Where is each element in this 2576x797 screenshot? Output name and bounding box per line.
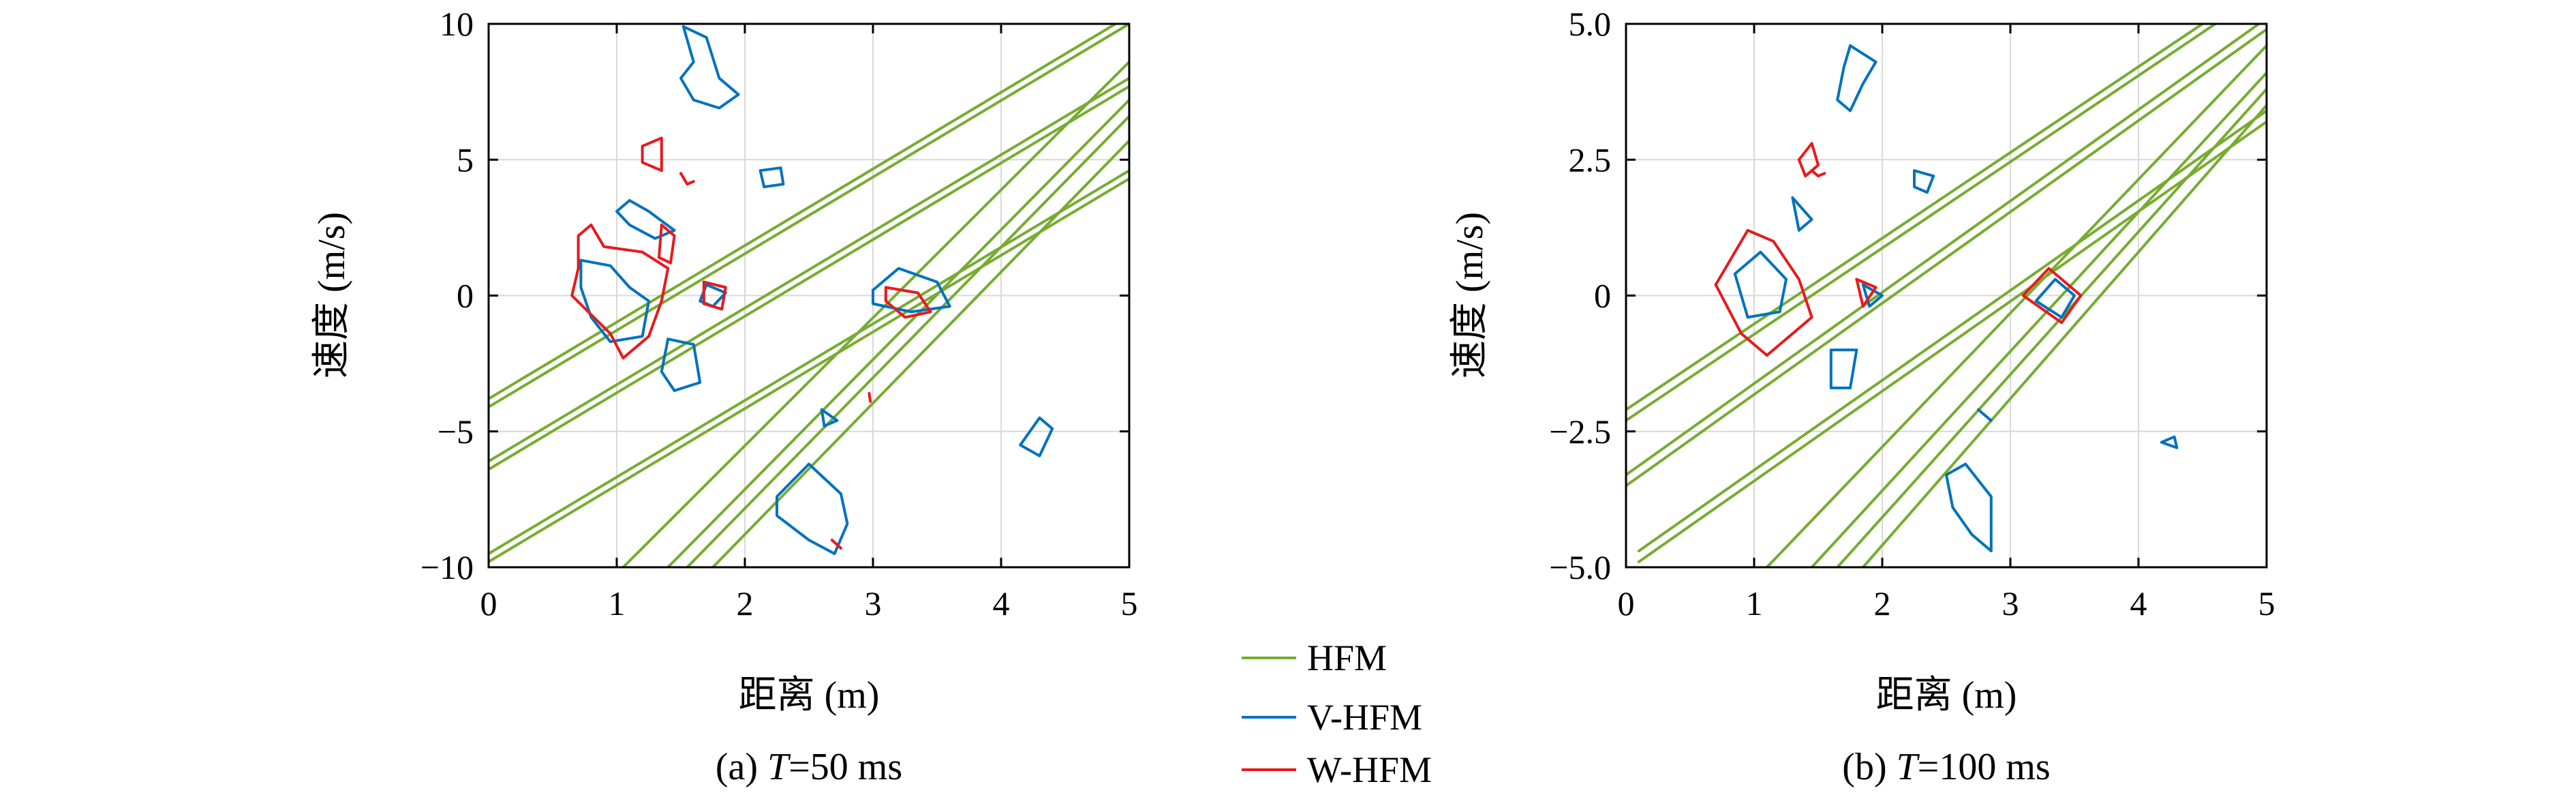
chart-a-hfm-line-5: [489, 169, 1129, 556]
chart-a-w-hfm-contour-22: [570, 223, 670, 360]
chart-a-caption-value: =50 ms: [788, 746, 902, 788]
chart-a-ylabel: 速度 (m/s): [311, 212, 353, 378]
chart-a-plot-area: [489, 24, 1129, 567]
chart-a-v-hfm-contour-12: [615, 199, 676, 240]
chart-b-ytick-label-2: 0: [1594, 277, 1611, 315]
chart-b-w-hfm-contour-21: [1810, 169, 1826, 178]
chart-a-hfm-line-4: [489, 177, 1129, 563]
chart-a-ytick-label-4: 10: [440, 5, 474, 43]
chart-b-v-hfm-contour-13: [1733, 250, 1788, 319]
chart-a-xtick-label-0: 0: [480, 584, 497, 622]
legend-label-v-hfm: V-HFM: [1307, 697, 1422, 738]
chart-b-xtick-label-0: 0: [1618, 584, 1635, 622]
chart-b-ytick-label-1: −2.5: [1549, 412, 1611, 451]
chart-b-ylabel: 速度 (m/s): [1449, 212, 1491, 378]
chart-a: 速度 (m/s) 距离 (m) (a) T=50 ms 0 1 2 3 4 5 −10 −5 0…: [311, 5, 1138, 788]
chart-a-v-hfm-contour-17: [820, 408, 839, 427]
chart-b-hfm-line-7: [1810, 71, 2267, 567]
chart-a-w-hfm-contour-23: [658, 223, 676, 265]
chart-b-hfm-line-1: [1626, 24, 2204, 411]
chart-a-w-hfm-contour-24: [702, 280, 727, 311]
chart-a-v-hfm-contour-19: [1019, 416, 1054, 457]
chart-b-ytick-label-3: 2.5: [1569, 140, 1612, 179]
chart-b-hfm-line-8: [1836, 87, 2267, 567]
chart-b-v-hfm-contour-17: [1977, 408, 1993, 422]
chart-a-ytick-label-1: −5: [438, 412, 474, 451]
chart-b-w-hfm-contour-22: [1714, 228, 1813, 357]
chart-a-xtick-label-4: 4: [993, 584, 1010, 622]
chart-b-caption-value: =100 ms: [1918, 746, 2051, 788]
chart-b-hfm-line-5: [1637, 109, 2267, 553]
chart-b-hfm-line-3: [1626, 24, 2262, 477]
chart-a-hfm-line-2: [489, 85, 1129, 471]
chart-b-caption: (b) T=100 ms: [1842, 746, 2050, 788]
legend-label-hfm: HFM: [1307, 637, 1387, 678]
chart-b: 速度 (m/s) 距离 (m) (b) T=100 ms 0 1 2 3 4 5 −5.0 −…: [1449, 5, 2275, 788]
chart-b-v-hfm-contour-10: [1836, 44, 1877, 112]
chart-a-v-hfm-contour-18: [776, 462, 849, 556]
chart-b-w-hfm-contour-20: [1797, 142, 1820, 178]
chart-b-hfm-line-0: [1626, 24, 2217, 422]
chart-b-plot-area: [1626, 24, 2267, 567]
chart-a-xlabel: 距离 (m): [739, 674, 880, 717]
chart-a-w-hfm-contour-27: [868, 392, 872, 403]
chart-a-hfm-line-0: [489, 24, 1129, 408]
chart-b-hfm-line-4: [1637, 120, 2267, 563]
chart-a-ytick-label-0: −10: [420, 548, 474, 586]
chart-b-v-hfm-contour-12: [1791, 196, 1813, 232]
chart-a-hfm-line-3: [489, 76, 1129, 463]
chart-a-xtick-label-2: 2: [737, 584, 754, 622]
chart-b-hfm-line-6: [1765, 44, 2267, 567]
chart-b-v-hfm-contour-16: [2034, 277, 2076, 319]
chart-b-ytick-label-0: −5.0: [1549, 548, 1611, 586]
chart-b-ytick-label-4: 5.0: [1569, 5, 1612, 43]
legend: HFM V-HFM W-HFM: [1242, 637, 1432, 790]
chart-a-v-hfm-contour-10: [679, 25, 740, 110]
chart-b-hfm-line-9: [1861, 104, 2267, 567]
chart-a-hfm-line-7: [666, 98, 1129, 567]
chart-a-v-hfm-contour-16: [872, 267, 951, 314]
chart-b-v-hfm-contour-11: [1913, 169, 1935, 194]
chart-b-v-hfm-contour-18: [1945, 462, 1993, 553]
legend-label-w-hfm: W-HFM: [1307, 749, 1432, 790]
chart-a-hfm-line-9: [711, 139, 1129, 567]
chart-a-hfm-line-8: [686, 115, 1129, 567]
chart-b-v-hfm-contour-19: [2160, 435, 2179, 449]
chart-a-w-hfm-contour-25: [884, 286, 932, 319]
chart-a-caption-prefix: (a): [716, 746, 767, 788]
chart-b-xtick-label-3: 3: [2002, 584, 2019, 622]
chart-a-v-hfm-contour-15: [660, 337, 702, 392]
chart-b-w-hfm-contour-23: [1855, 277, 1877, 308]
chart-a-v-hfm-contour-13: [579, 258, 650, 344]
chart-b-xtick-label-2: 2: [1874, 584, 1891, 622]
chart-b-xtick-label-5: 5: [2258, 584, 2275, 622]
chart-b-hfm-line-2: [1626, 28, 2267, 487]
chart-a-caption: (a) T=50 ms: [716, 746, 902, 788]
chart-b-xlabel: 距离 (m): [1876, 674, 2017, 717]
chart-b-caption-prefix: (b): [1842, 746, 1896, 788]
chart-a-w-hfm-contour-20: [641, 136, 663, 172]
chart-b-w-hfm-contour-24: [2021, 267, 2083, 325]
chart-b-caption-var: T: [1897, 746, 1920, 788]
chart-b-v-hfm-contour-15: [1829, 348, 1858, 389]
chart-a-xtick-label-1: 1: [609, 584, 626, 622]
chart-a-hfm-line-1: [489, 24, 1118, 400]
chart-b-xtick-label-4: 4: [2130, 584, 2147, 622]
chart-a-w-hfm-contour-21: [679, 172, 695, 186]
chart-a-xtick-label-5: 5: [1121, 584, 1138, 622]
chart-a-hfm-line-6: [622, 60, 1129, 567]
chart-a-w-hfm-contour-26: [830, 539, 842, 550]
chart-a-ytick-label-2: 0: [457, 277, 474, 315]
chart-a-xtick-label-3: 3: [865, 584, 882, 622]
chart-a-v-hfm-contour-11: [758, 166, 785, 189]
chart-a-caption-var: T: [767, 746, 791, 788]
chart-b-xtick-label-1: 1: [1746, 584, 1763, 622]
chart-a-ytick-label-3: 5: [457, 140, 474, 179]
